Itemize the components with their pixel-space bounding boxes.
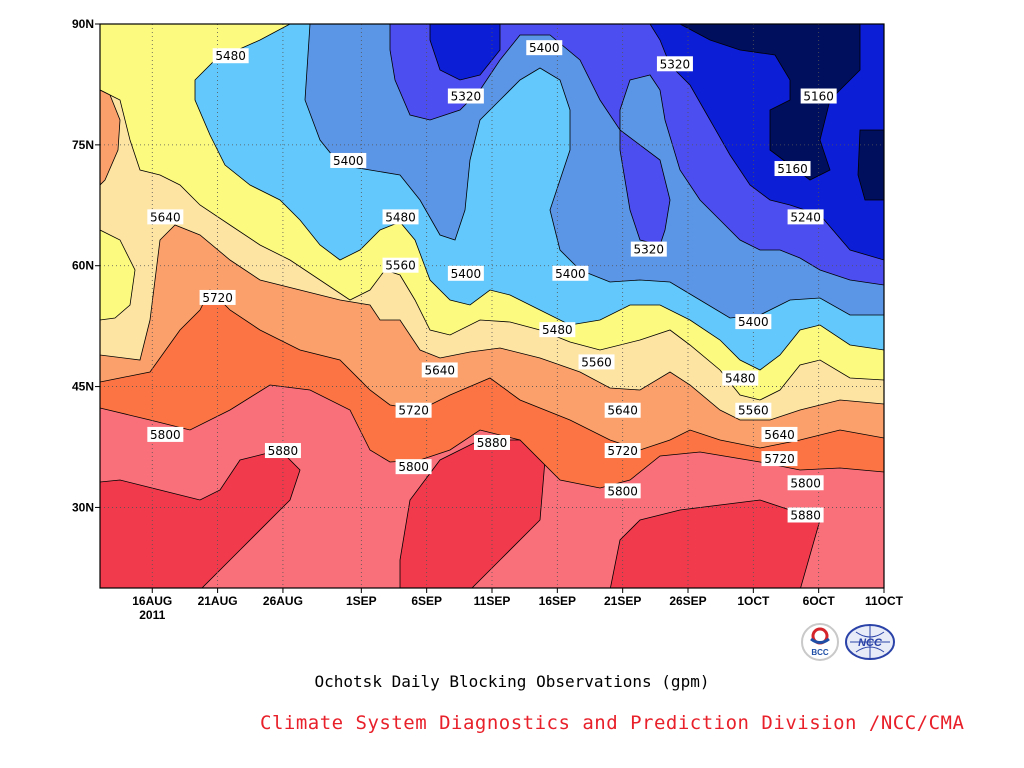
contour-label: 5240 (787, 209, 824, 225)
contour-label: 5880 (474, 434, 510, 450)
contour-label: 5720 (604, 443, 641, 459)
contour-label: 5400 (552, 265, 589, 281)
x-tick-label: 16AUG 2011 (132, 594, 172, 622)
contour-label: 5640 (761, 426, 798, 442)
contour-label-text: 5320 (660, 57, 691, 71)
contour-label-text: 5720 (398, 404, 429, 418)
contour-label: 5560 (382, 257, 419, 273)
contour-label-text: 5640 (150, 210, 181, 224)
contour-blob-5560 (100, 229, 136, 321)
contour-label: 5480 (539, 322, 576, 338)
contour-label-text: 5560 (738, 404, 769, 418)
bcc-logo-text: BCC (811, 648, 829, 657)
contour-label-text: 5800 (607, 484, 638, 498)
contour-label: 5480 (212, 48, 249, 64)
y-tick-label: 45N (72, 380, 94, 394)
contour-label: 5720 (761, 451, 798, 467)
contour-label: 5720 (395, 402, 432, 418)
axis-ticks: 16AUG 2011 21AUG 26AUG 1SEP 6SEP 11SEP 16SEP 21S… (72, 17, 904, 622)
x-tick-label: 26SEP (669, 594, 706, 608)
grid-lines (100, 24, 884, 588)
contour-label: 5720 (199, 289, 236, 305)
contour-label-text: 5720 (764, 452, 795, 466)
contour-label-text: 5640 (764, 428, 795, 442)
x-tick-label: 1SEP (346, 594, 377, 608)
contour-label-text: 5720 (202, 291, 233, 305)
contour-label-text: 5560 (385, 259, 416, 273)
contour-label-text: 5800 (790, 476, 821, 490)
contour-label: 5320 (630, 241, 667, 257)
y-tick-label: 90N (72, 17, 94, 31)
bcc-logo-icon: BCC (801, 623, 839, 661)
contour-label-text: 5240 (790, 210, 821, 224)
contour-label-text: 5160 (777, 162, 808, 176)
contour-label-text: 5480 (725, 372, 756, 386)
contour-label-text: 5400 (451, 267, 482, 281)
contour-label-text: 5480 (215, 49, 246, 63)
contour-label-text: 5160 (803, 90, 834, 104)
contour-label-text: 5400 (738, 315, 769, 329)
ncc-logo-icon: NCC (845, 624, 895, 660)
contour-label: 5800 (787, 475, 824, 491)
contour-label-text: 5400 (529, 41, 560, 55)
contour-label-text: 5560 (581, 355, 612, 369)
chart-title: Ochotsk Daily Blocking Observations (gpm… (314, 672, 710, 691)
logo-group: BCC NCC (801, 623, 895, 661)
x-tick-label: 26AUG (263, 594, 303, 608)
contour-label: 5320 (447, 88, 484, 104)
contour-label-text: 5480 (385, 210, 416, 224)
contour-label: 5160 (774, 161, 811, 177)
contour-label-text: 5320 (451, 90, 482, 104)
contour-label-text: 5800 (150, 428, 181, 442)
contour-label: 5880 (264, 443, 301, 459)
contour-label-text: 5320 (634, 243, 665, 257)
x-tick-label: 6SEP (411, 594, 442, 608)
contour-label: 5400 (526, 40, 563, 56)
contour-label-text: 5640 (607, 404, 638, 418)
contour-label-text: 5880 (268, 444, 299, 458)
x-tick-label: 6OCT (803, 594, 836, 608)
contour-label: 5880 (787, 507, 824, 523)
contour-label: 5800 (147, 426, 184, 442)
contour-label: 5560 (578, 354, 615, 370)
contour-label-text: 5800 (398, 460, 429, 474)
x-tick-label: 11SEP (474, 594, 511, 608)
contour-label-text: 5880 (477, 436, 508, 450)
contour-labels: 5480 5320 5400 5320 5160 5400 5160 5640 5480 5240… (147, 40, 837, 523)
contour-blob-5720 (100, 89, 121, 186)
contour-label: 5560 (735, 402, 772, 418)
contour-label-text: 5400 (555, 267, 586, 281)
contour-label: 5800 (395, 459, 432, 475)
contour-label: 5640 (421, 362, 458, 378)
contour-label-text: 5480 (542, 323, 573, 337)
contour-label: 5480 (722, 370, 759, 386)
y-tick-label: 30N (72, 500, 94, 514)
contour-label: 5640 (147, 209, 184, 225)
x-tick-label: 1OCT (737, 594, 770, 608)
contour-label: 5400 (447, 265, 484, 281)
x-tick-label: 21SEP (604, 594, 641, 608)
contour-label-text: 5720 (607, 444, 638, 458)
contour-label-text: 5400 (333, 154, 364, 168)
contour-label: 5480 (382, 209, 419, 225)
contour-label: 5640 (604, 402, 641, 418)
contour-label: 5400 (735, 314, 772, 330)
contour-label: 5400 (330, 152, 367, 168)
contour-label: 5800 (604, 483, 641, 499)
y-tick-label: 75N (72, 138, 94, 152)
x-tick-label: 16SEP (539, 594, 576, 608)
credit-line: Climate System Diagnostics and Predictio… (260, 712, 965, 734)
contour-label-text: 5880 (790, 508, 821, 522)
contour-label: 5160 (800, 88, 837, 104)
contour-label: 5320 (656, 56, 693, 72)
contour-band-5240 (429, 24, 884, 261)
ncc-logo-text: NCC (858, 637, 883, 649)
y-tick-label: 60N (72, 259, 94, 273)
x-tick-label: 11OCT (865, 594, 904, 608)
contour-label-text: 5640 (424, 363, 455, 377)
x-tick-label: 21AUG (198, 594, 238, 608)
